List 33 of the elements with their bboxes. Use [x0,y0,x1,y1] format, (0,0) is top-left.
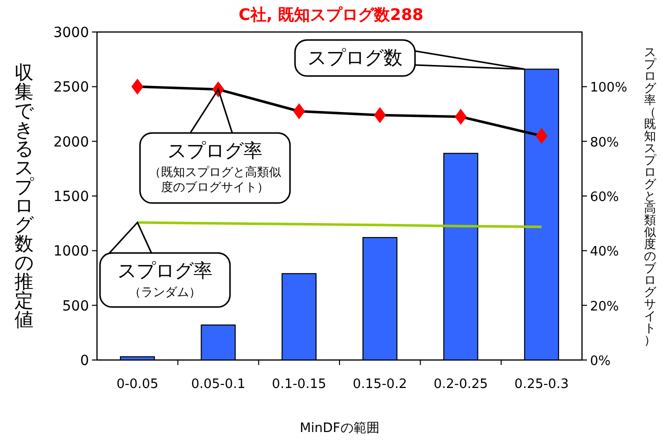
x-tick-label: 0.1-0.15 [272,377,326,392]
y2-tick-label: 40% [590,244,619,260]
y2-tick-label: 80% [590,135,619,150]
point [293,103,306,120]
y-tick-label: 1000 [53,244,89,260]
y-tick-label: 500 [62,298,89,314]
y2-tick-label: 0% [590,354,611,369]
point [536,128,548,144]
x-tick-label: 0.15-0.2 [352,377,408,392]
point [454,108,467,125]
annotation: （ランダム） [129,285,201,299]
annotation: （既知スプログと高類似度のブログサイト） [149,165,281,194]
annotation: スプログ率 [168,140,262,162]
y2-axis-title: スプログ率（既知スプログと高類似度のブログサイト） [644,45,656,348]
chart-title: C社, 既知スプログ数288 [238,5,424,24]
y2-tick-label: 100% [590,80,628,96]
point [374,107,386,124]
y-axis-title: 収集できるスプログ数の推定値 [14,62,34,332]
y-tick-label: 1500 [53,189,89,205]
x-tick-label: 0-0.05 [116,377,158,392]
y2-tick-label: 60% [590,190,619,205]
x-axis-title: MinDFの範囲 [300,421,380,436]
annotation: スプログ数 [308,47,402,69]
x-tick-label: 0.05-0.1 [191,377,246,392]
annotation: スプログ率 [118,260,212,282]
x-tick-label: 0.25-0.3 [514,377,569,392]
x-tick-label: 0.2-0.25 [434,377,488,392]
y-tick-label: 2500 [53,80,89,96]
point [131,78,144,95]
y-tick-label: 2000 [53,134,89,150]
y-tick-label: 0 [80,353,89,369]
y-tick-label: 3000 [53,25,89,41]
y2-tick-label: 20% [590,299,619,314]
